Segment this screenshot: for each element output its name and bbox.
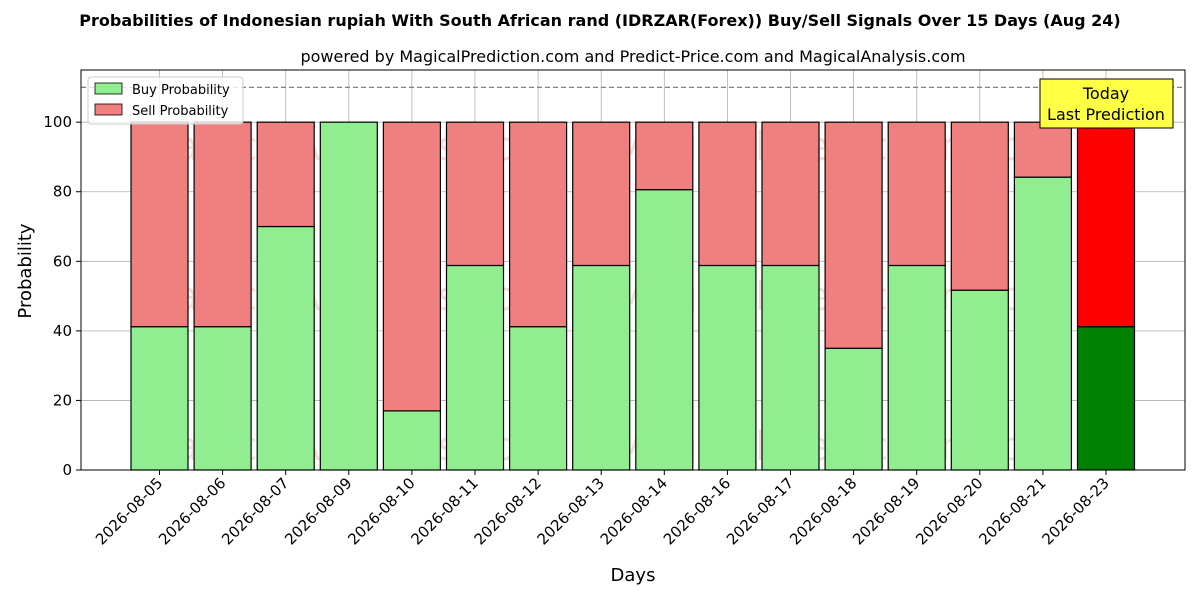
bar-buy — [887, 264, 946, 471]
x-tick-label: 2026-08-18 — [786, 474, 860, 548]
x-tick-label: 2026-08-17 — [723, 474, 797, 548]
bar-buy — [635, 189, 694, 471]
y-tick-label: 80 — [53, 183, 72, 201]
x-tick-label: 2026-08-21 — [975, 474, 1049, 548]
bar-sell — [1076, 121, 1136, 328]
bar-buy — [130, 326, 189, 471]
bar-sell — [256, 121, 315, 228]
bar-buy — [256, 225, 315, 471]
x-tick-label: 2026-08-12 — [471, 474, 545, 548]
y-axis-label: Probability — [15, 223, 36, 318]
bar-sell — [887, 121, 946, 267]
today-annotation: Today Last Prediction — [1039, 78, 1174, 129]
chart-title: Probabilities of Indonesian rupiah With … — [79, 11, 1120, 30]
bar-sell — [761, 121, 820, 267]
x-tick-label: 2026-08-07 — [218, 474, 292, 548]
annotation-line-1: Today — [1082, 84, 1129, 103]
y-tick-label: 40 — [53, 322, 72, 340]
bar-buy — [382, 410, 441, 471]
x-tick-label: 2026-08-13 — [534, 474, 608, 548]
plot-frame — [80, 69, 1186, 471]
bar-buy — [761, 264, 820, 471]
y-tick-label: 20 — [53, 391, 72, 409]
bar-sell — [130, 121, 189, 328]
bar-sell — [950, 121, 1009, 291]
bar-sell — [824, 121, 883, 349]
legend-label-sell: Sell Probability — [132, 104, 229, 119]
bar-sell — [698, 121, 757, 267]
bar-buy — [572, 264, 631, 471]
bar-buy — [445, 264, 505, 471]
bar-buy — [1013, 176, 1073, 471]
bar-sell — [509, 121, 568, 328]
bar-sell — [1013, 121, 1073, 178]
bar-buy — [824, 347, 883, 471]
bar-sell — [635, 121, 694, 191]
legend-swatch-buy — [94, 82, 123, 95]
x-tick-label: 2026-08-11 — [407, 474, 481, 548]
x-tick-label: 2026-08-14 — [597, 474, 671, 548]
y-tick-label: 100 — [43, 113, 72, 131]
bar-sell — [572, 121, 631, 267]
x-tick-label: 2026-08-09 — [281, 474, 355, 548]
x-tick-label: 2026-08-20 — [912, 474, 986, 548]
bar-buy — [1076, 326, 1136, 471]
bar-sell — [445, 121, 505, 267]
bar-buy — [950, 289, 1009, 471]
legend-frame — [87, 76, 244, 125]
x-axis: 2026-08-052026-08-062026-08-072026-08-09… — [92, 470, 1113, 548]
legend-label-buy: Buy Probability — [132, 83, 230, 98]
x-axis-label: Days — [611, 565, 656, 586]
chart-subtitle: powered by MagicalPrediction.com and Pre… — [300, 47, 965, 66]
y-tick-label: 60 — [53, 252, 72, 270]
bar-sell — [382, 121, 441, 412]
annotation-box — [1039, 78, 1174, 129]
legend-swatch-sell — [94, 103, 123, 116]
y-axis: 0 20 40 60 80 100 — [43, 113, 81, 479]
legend: Buy Probability Sell Probability — [87, 76, 244, 125]
bar-sell — [193, 121, 252, 328]
bar-buy — [193, 326, 252, 471]
bars — [130, 121, 1136, 471]
x-tick-label: 2026-08-06 — [155, 474, 229, 548]
x-tick-label: 2026-08-23 — [1038, 474, 1112, 548]
x-tick-label: 2026-08-19 — [849, 474, 923, 548]
bar-buy — [698, 264, 757, 471]
bar-buy — [319, 121, 378, 471]
x-tick-label: 2026-08-16 — [660, 474, 734, 548]
annotation-line-2: Last Prediction — [1047, 105, 1165, 124]
x-tick-label: 2026-08-10 — [344, 474, 418, 548]
bar-buy — [509, 326, 568, 471]
x-tick-label: 2026-08-05 — [92, 474, 166, 548]
y-tick-label: 0 — [62, 461, 72, 479]
